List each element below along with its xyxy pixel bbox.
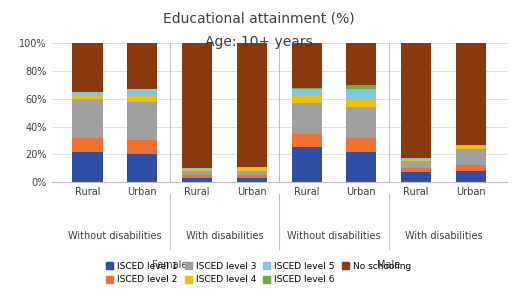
Text: With disabilities: With disabilities: [405, 231, 482, 241]
Bar: [127, 43, 157, 89]
Text: Age: 10+ years: Age: 10+ years: [205, 35, 312, 49]
Bar: [401, 161, 431, 168]
Bar: [182, 178, 212, 182]
Bar: [346, 85, 376, 89]
Text: Without disabilities: Without disabilities: [287, 231, 381, 241]
Bar: [127, 89, 157, 96]
Bar: [72, 95, 102, 99]
Bar: [292, 89, 322, 96]
Bar: [182, 43, 212, 168]
Bar: [237, 167, 267, 168]
Bar: [127, 154, 157, 182]
Bar: [346, 89, 376, 100]
Bar: [292, 147, 322, 182]
Text: Educational attainment (%): Educational attainment (%): [163, 12, 354, 25]
Bar: [237, 175, 267, 178]
Bar: [456, 146, 486, 149]
Bar: [182, 175, 212, 178]
Bar: [72, 151, 102, 182]
Text: Without disabilities: Without disabilities: [68, 231, 162, 241]
Bar: [292, 134, 322, 147]
Bar: [292, 88, 322, 89]
Bar: [237, 168, 267, 171]
Bar: [401, 168, 431, 172]
Bar: [292, 103, 322, 134]
Bar: [456, 43, 486, 144]
Bar: [182, 170, 212, 171]
Text: Male: Male: [377, 260, 400, 270]
Bar: [346, 107, 376, 138]
Bar: [237, 43, 267, 167]
Bar: [127, 102, 157, 140]
Bar: [72, 92, 102, 95]
Bar: [292, 43, 322, 88]
Bar: [182, 168, 212, 170]
Bar: [456, 149, 486, 165]
Bar: [401, 158, 431, 160]
Bar: [72, 99, 102, 138]
Bar: [72, 43, 102, 92]
Bar: [292, 96, 322, 103]
Bar: [237, 178, 267, 182]
Bar: [127, 96, 157, 102]
Bar: [127, 140, 157, 154]
Legend: ISCED level 1, ISCED level 2, ISCED level 3, ISCED level 4, ISCED level 5, ISCED: ISCED level 1, ISCED level 2, ISCED leve…: [106, 262, 411, 284]
Bar: [401, 160, 431, 161]
Bar: [456, 144, 486, 146]
Bar: [346, 100, 376, 107]
Bar: [182, 171, 212, 175]
Text: With disabilities: With disabilities: [186, 231, 263, 241]
Bar: [401, 172, 431, 182]
Bar: [456, 165, 486, 171]
Bar: [346, 138, 376, 151]
Bar: [456, 171, 486, 182]
Bar: [346, 43, 376, 85]
Text: Female: Female: [152, 260, 187, 270]
Bar: [237, 171, 267, 175]
Bar: [72, 138, 102, 151]
Bar: [346, 151, 376, 182]
Bar: [401, 43, 431, 158]
